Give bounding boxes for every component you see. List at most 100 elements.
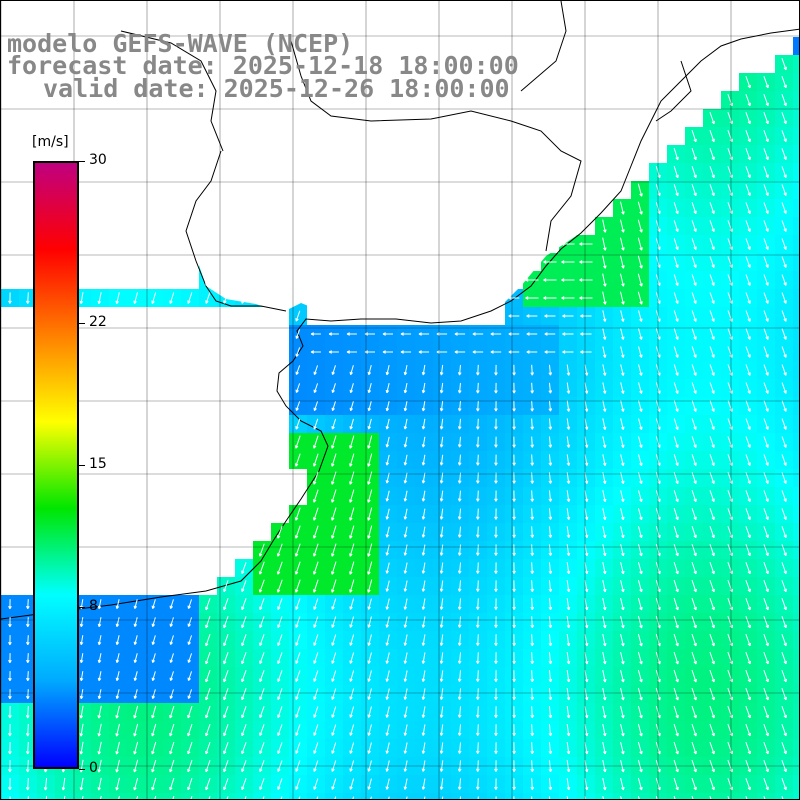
wind-arrow bbox=[638, 382, 643, 394]
wind-arrow bbox=[294, 561, 301, 575]
wind-arrow bbox=[544, 332, 556, 336]
wind-cell bbox=[775, 793, 793, 799]
wind-arrow bbox=[584, 544, 589, 557]
wind-arrow bbox=[421, 634, 426, 646]
wind-arrow bbox=[187, 689, 193, 699]
wind-arrow bbox=[8, 292, 12, 304]
wind-arrow bbox=[512, 598, 516, 610]
wind-arrow bbox=[385, 616, 390, 628]
wind-arrow bbox=[421, 706, 426, 718]
wind-arrow bbox=[421, 454, 426, 466]
wind-arrow bbox=[620, 741, 625, 755]
wind-arrow bbox=[349, 507, 355, 521]
wind-cell bbox=[487, 793, 505, 799]
wind-arrow bbox=[439, 508, 444, 520]
wind-arrow bbox=[544, 314, 556, 318]
wind-arrow bbox=[277, 292, 283, 304]
wind-arrow bbox=[472, 332, 484, 336]
wind-arrow bbox=[385, 652, 390, 664]
wind-arrow bbox=[781, 274, 787, 286]
wind-arrow bbox=[691, 723, 697, 737]
wind-arrow bbox=[763, 292, 769, 304]
wind-arrow bbox=[133, 653, 138, 664]
wind-arrow bbox=[241, 562, 247, 575]
wind-arrow bbox=[169, 617, 174, 627]
wind-arrow bbox=[763, 778, 769, 791]
wind-arrow bbox=[548, 544, 553, 556]
coastline bbox=[1, 1, 799, 620]
wind-arrow bbox=[566, 454, 571, 466]
wind-arrow bbox=[781, 256, 787, 268]
wind-arrow bbox=[709, 238, 715, 250]
wind-arrow bbox=[673, 543, 679, 557]
wind-arrow bbox=[400, 332, 412, 336]
wind-cell bbox=[577, 793, 595, 799]
wind-arrow bbox=[476, 472, 480, 484]
wind-arrow bbox=[259, 778, 265, 791]
wind-arrow bbox=[637, 651, 643, 665]
wind-arrow bbox=[205, 597, 211, 611]
wind-arrow bbox=[476, 382, 480, 394]
wind-arrow bbox=[441, 796, 444, 799]
wind-arrow bbox=[79, 653, 84, 664]
wind-arrow bbox=[316, 796, 319, 799]
wind-arrow bbox=[331, 634, 337, 646]
wind-arrow bbox=[525, 296, 539, 300]
wind-arrow bbox=[385, 383, 390, 394]
wind-arrow bbox=[8, 741, 12, 755]
wind-arrow bbox=[561, 296, 575, 300]
wind-arrow bbox=[763, 75, 769, 89]
wind-arrow bbox=[781, 94, 787, 107]
wind-arrow bbox=[548, 616, 553, 629]
wind-arrow bbox=[223, 742, 229, 755]
wind-arrow bbox=[512, 688, 516, 701]
colorbar-tick-label: 30 bbox=[89, 152, 107, 168]
wind-arrow bbox=[584, 508, 589, 521]
wind-arrow bbox=[294, 543, 301, 557]
wind-arrow bbox=[476, 562, 480, 574]
wind-arrow bbox=[638, 328, 643, 340]
wind-cell bbox=[451, 793, 469, 799]
wind-arrow bbox=[512, 490, 516, 502]
wind-arrow bbox=[745, 544, 751, 557]
colorbar-tick-mark bbox=[79, 769, 85, 770]
wind-arrow bbox=[385, 670, 390, 682]
wind-arrow bbox=[530, 364, 534, 376]
wind-arrow bbox=[277, 670, 283, 683]
wind-arrow bbox=[457, 670, 462, 682]
wind-arrow bbox=[169, 741, 175, 755]
wind-arrow bbox=[620, 669, 625, 683]
wind-cell bbox=[37, 793, 55, 799]
wind-arrow bbox=[259, 670, 265, 683]
wind-arrow bbox=[781, 598, 787, 611]
wind-arrow bbox=[385, 742, 390, 754]
wind-arrow bbox=[26, 599, 30, 610]
wind-arrow bbox=[530, 508, 534, 520]
wind-arrow bbox=[205, 669, 211, 683]
wind-arrow bbox=[403, 670, 408, 682]
wind-cell bbox=[631, 793, 649, 799]
wind-arrow bbox=[673, 651, 679, 665]
wind-arrow bbox=[691, 346, 697, 358]
wind-arrow bbox=[673, 526, 679, 539]
wind-arrow bbox=[133, 705, 139, 719]
wind-arrow bbox=[495, 796, 497, 799]
wind-arrow bbox=[385, 365, 390, 376]
wind-arrow bbox=[566, 687, 571, 701]
wind-arrow bbox=[530, 454, 534, 466]
wind-arrow bbox=[673, 508, 679, 521]
wind-arrow bbox=[259, 724, 265, 737]
wind-arrow bbox=[584, 436, 589, 448]
wind-arrow bbox=[637, 237, 643, 251]
wind-arrow bbox=[421, 472, 426, 484]
wind-arrow bbox=[602, 562, 607, 575]
wind-arrow bbox=[385, 418, 390, 430]
wind-arrow bbox=[115, 292, 120, 305]
wind-arrow bbox=[172, 795, 175, 799]
wind-arrow bbox=[691, 561, 697, 575]
wind-arrow bbox=[259, 688, 265, 701]
wind-arrow bbox=[566, 562, 571, 575]
wind-arrow bbox=[27, 795, 29, 799]
wind-arrow bbox=[763, 364, 769, 376]
wind-arrow bbox=[364, 332, 375, 336]
